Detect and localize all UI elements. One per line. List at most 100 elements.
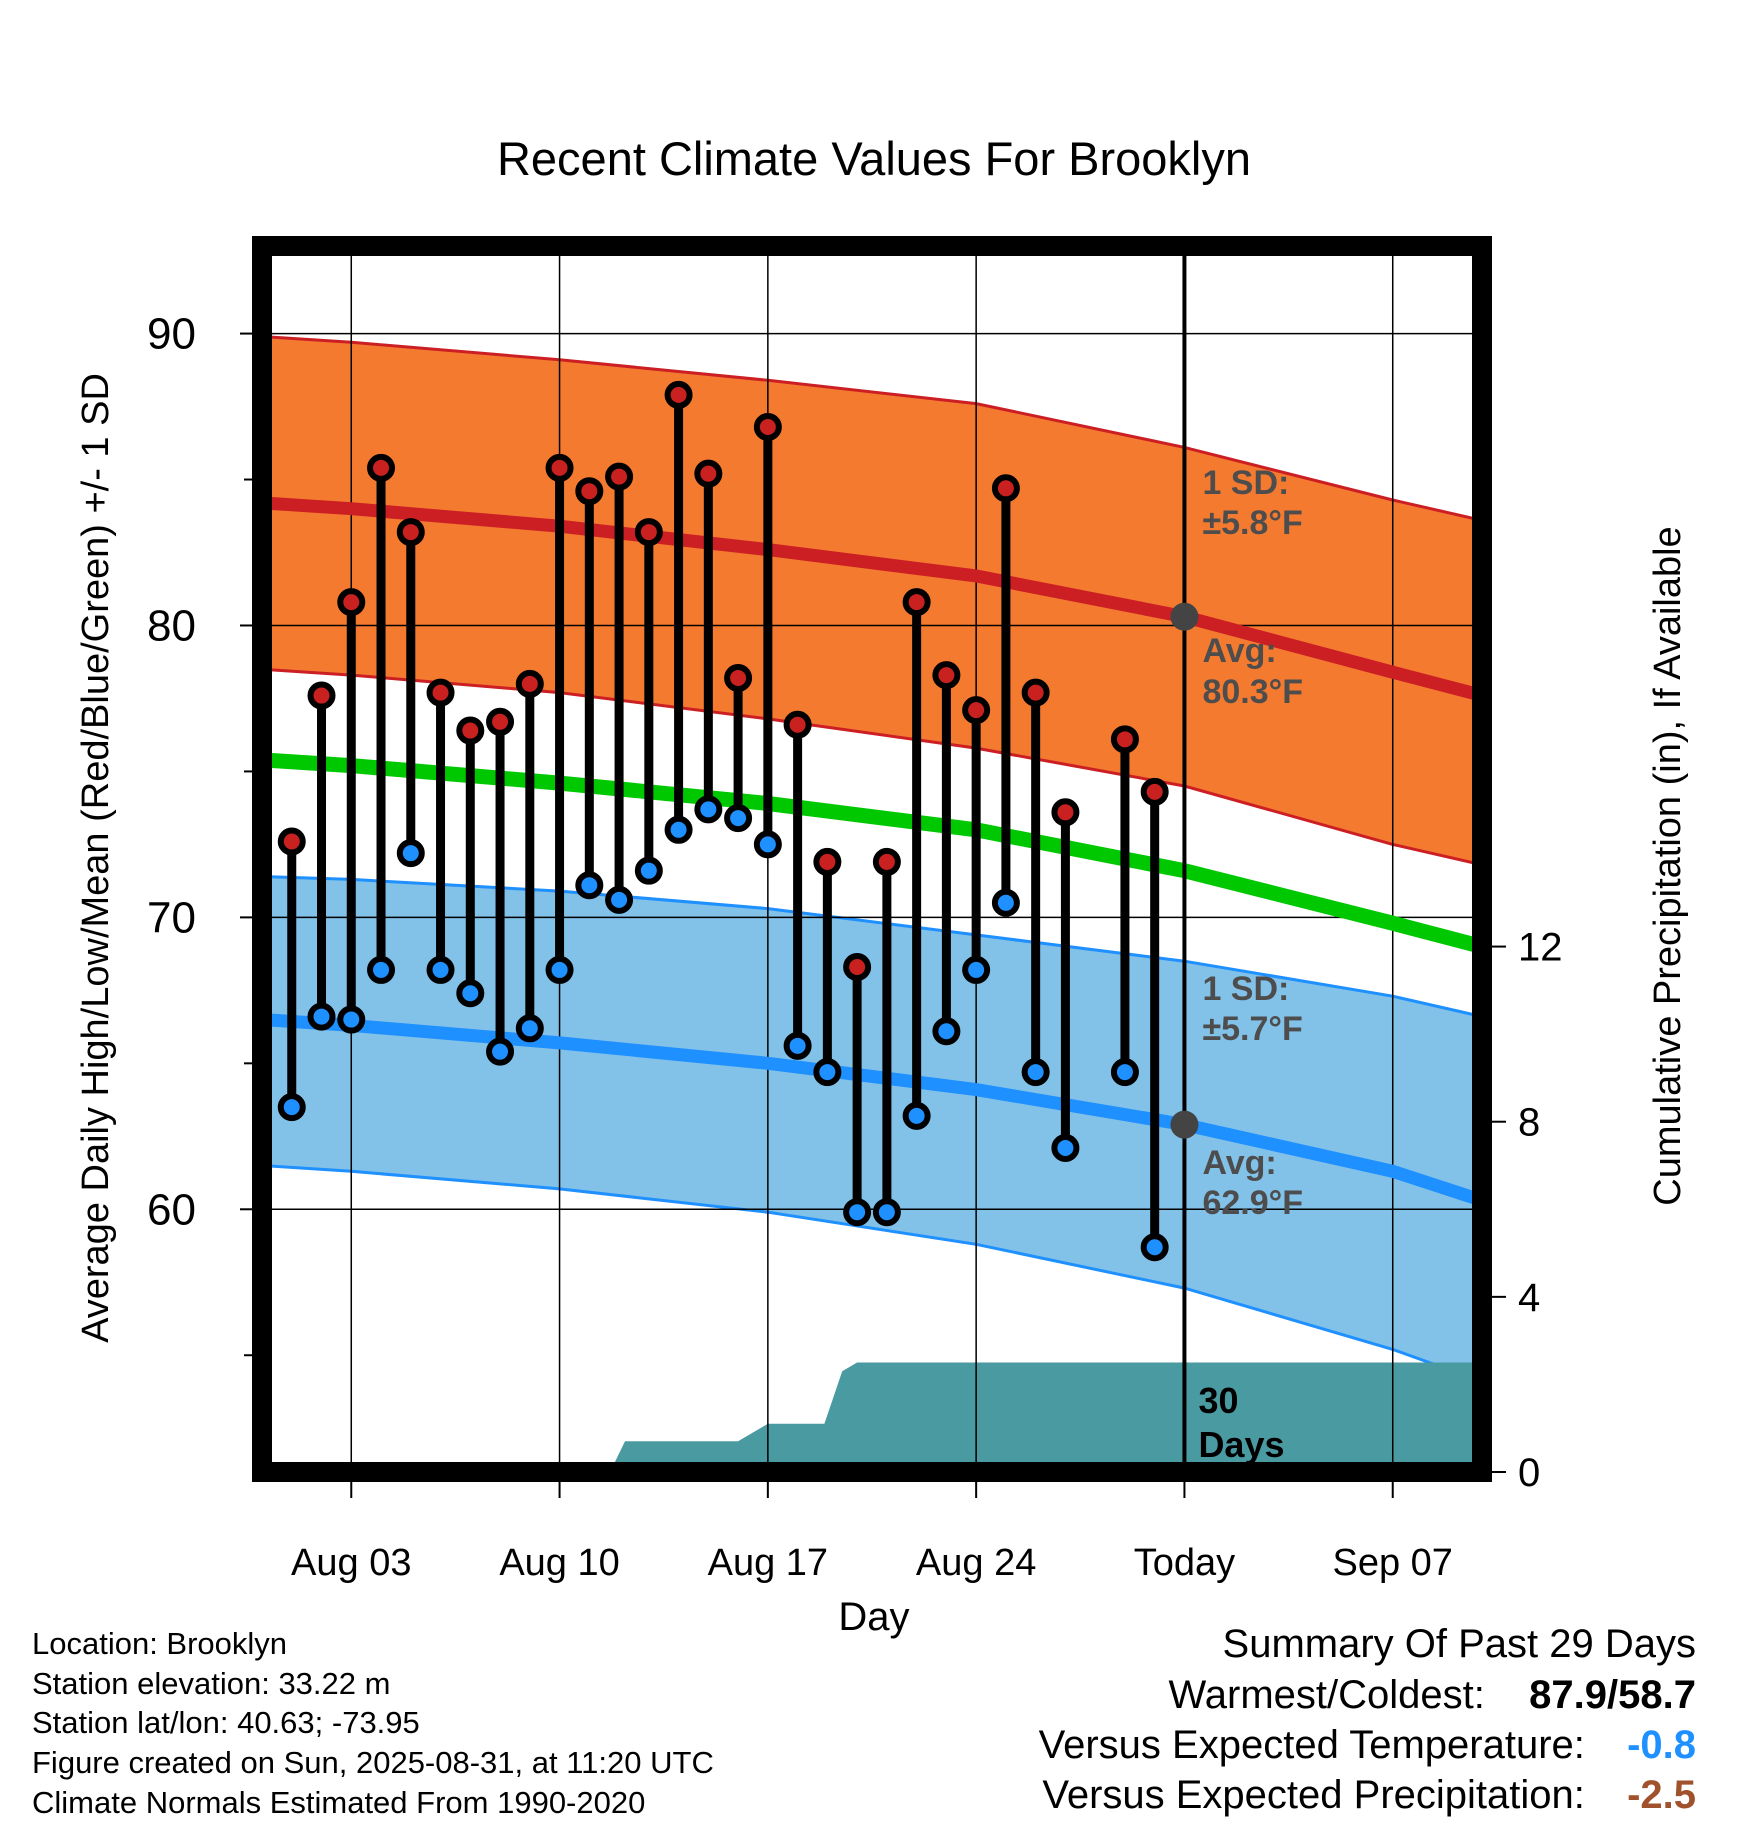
low-sd-label-1: 1 SD: [1202,970,1289,1008]
daily-high-point [307,681,336,710]
daily-low-point [753,830,782,859]
daily-low-point [1051,1133,1080,1162]
daily-low-point [664,815,693,844]
y-tick-label: 60 [147,1185,196,1234]
daily-high-point [575,477,604,506]
daily-low-point [1021,1058,1050,1087]
daily-high-point [515,669,544,698]
low-avg-line [262,1013,1482,1207]
daily-high-point [724,664,753,693]
daily-low-point [902,1101,931,1130]
summary-precip-label: Versus Expected Precipitation: [1042,1773,1585,1817]
daily-high-point [694,459,723,488]
y-tick-label: 70 [147,893,196,942]
low-avg-label-1: Avg: [1202,1144,1276,1182]
x-tick-label: Today [1134,1542,1235,1584]
daily-high-point [902,588,931,617]
y-tick-label: 90 [147,310,196,359]
x-tick-label: Aug 17 [708,1542,828,1584]
daily-low-point [456,979,485,1008]
window-label-2: Days [1198,1424,1284,1465]
daily-low-point [1140,1233,1169,1262]
summary-temp-row: Versus Expected Temperature: -0.8 [1039,1723,1696,1768]
low-lower-sd-line [262,1164,1482,1383]
low-avg-label-2: 62.9°F [1202,1184,1303,1222]
daily-high-point [991,474,1020,503]
daily-high-point [634,518,663,547]
daily-low-point [277,1093,306,1122]
daily-high-point [783,710,812,739]
daily-low-point [307,1002,336,1031]
summary-warm-cold-label: Warmest/Coldest: [1168,1673,1485,1717]
daily-high-point [1110,725,1139,754]
daily-low-point [605,885,634,914]
low-upper-sd-line [262,875,1482,1019]
daily-low-point [843,1198,872,1227]
daily-low-point [396,839,425,868]
daily-low-point [783,1031,812,1060]
plot-frame [252,236,1492,1482]
x-tick-label: Aug 03 [291,1542,411,1584]
daily-high-point [1140,777,1169,806]
info-elevation: Station elevation: 33.22 m [32,1666,391,1701]
high-upper-sd-line [262,335,1482,522]
x-tick-label: Sep 07 [1333,1542,1453,1584]
daily-high-point [426,678,455,707]
daily-high-point [843,953,872,982]
daily-low-point [367,955,396,984]
y2-axis-label: Cumulative Precipitation (in), If Availa… [1647,526,1689,1205]
today-low-normal-marker [1170,1110,1199,1139]
daily-high-point [1021,678,1050,707]
daily-high-point [396,518,425,547]
y-axis-label: Average Daily High/Low/Mean (Red/Blue/Gr… [75,373,117,1343]
daily-low-point [962,955,991,984]
daily-high-point [337,588,366,617]
precip-area [262,1362,1482,1472]
daily-low-point [486,1037,515,1066]
y-tick-label: 80 [147,601,196,650]
today-high-normal-marker [1170,602,1199,631]
summary-precip-value: -2.5 [1627,1773,1696,1817]
daily-low-point [515,1014,544,1043]
summary-warm-cold-row: Warmest/Coldest: 87.9/58.7 [1169,1673,1697,1718]
high-sd-label-2: ±5.8°F [1202,504,1302,542]
daily-high-point [962,696,991,725]
summary-warm-cold-value: 87.9/58.7 [1529,1673,1696,1717]
summary-title: Summary Of Past 29 Days [1222,1622,1696,1666]
info-created: Figure created on Sun, 2025-08-31, at 11… [32,1745,714,1780]
daily-low-point [932,1017,961,1046]
daily-high-point [367,453,396,482]
y2-tick-label: 12 [1518,926,1563,970]
daily-high-point [277,827,306,856]
daily-low-point [1110,1058,1139,1087]
info-location: Location: Brooklyn [32,1626,288,1661]
low-sd-band [262,876,1482,1382]
high-sd-label-1: 1 SD: [1202,464,1289,502]
x-tick-label: Aug 10 [499,1542,619,1584]
daily-high-point [932,661,961,690]
daily-low-point [694,795,723,824]
daily-high-point [456,716,485,745]
high-lower-sd-line [262,667,1482,867]
window-label-1: 30 [1198,1380,1238,1421]
x-axis-label: Day [838,1595,909,1639]
low-sd-label-2: ±5.7°F [1202,1010,1302,1048]
daily-low-point [813,1058,842,1087]
daily-high-point [545,453,574,482]
daily-high-point [872,847,901,876]
daily-low-point [426,955,455,984]
high-avg-label-2: 80.3°F [1202,673,1303,711]
daily-low-point [575,871,604,900]
x-tick-label: Aug 24 [916,1542,1036,1584]
high-avg-label-1: Avg: [1202,632,1276,670]
mean-avg-line [262,752,1482,954]
daily-low-point [337,1005,366,1034]
daily-low-point [545,955,574,984]
daily-low-point [634,856,663,885]
daily-high-point [1051,798,1080,827]
daily-high-point [753,412,782,441]
daily-low-point [724,804,753,833]
chart-title: Recent Climate Values For Brooklyn [497,132,1251,185]
daily-high-point [664,380,693,409]
